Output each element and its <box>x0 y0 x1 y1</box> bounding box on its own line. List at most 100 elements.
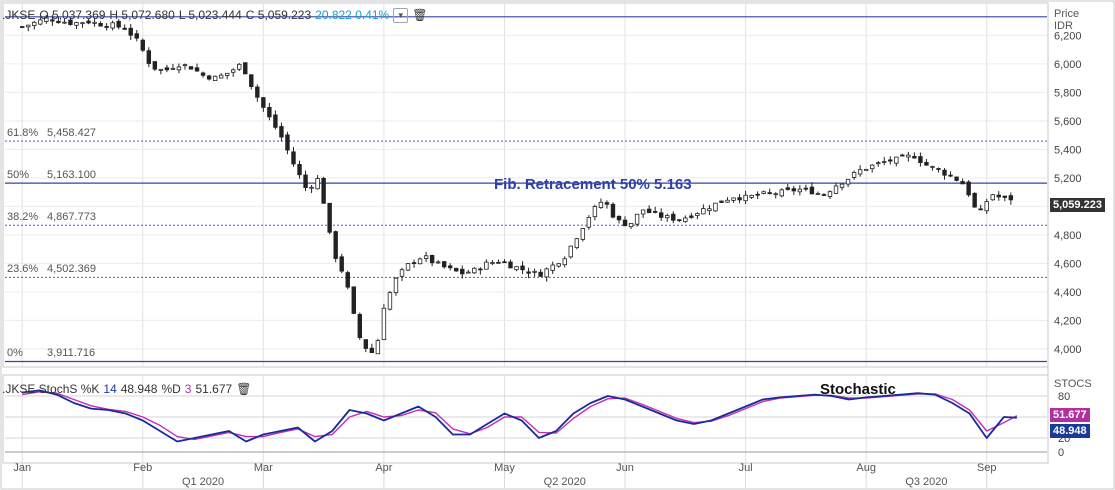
candle-body <box>761 191 766 194</box>
candle-body <box>261 97 266 108</box>
candle-body <box>839 183 845 188</box>
candle-body <box>821 194 827 196</box>
candle-body <box>381 307 387 341</box>
candle-body <box>978 208 983 211</box>
candle-body <box>243 62 248 75</box>
candle-body <box>671 213 676 221</box>
candle-body <box>393 277 399 294</box>
candle-body <box>616 215 622 221</box>
candle-body <box>26 24 31 28</box>
price-tick-label: 4,200 <box>1054 315 1082 327</box>
candle-body <box>592 206 598 218</box>
candle-body <box>785 187 790 190</box>
candle-body <box>285 134 290 151</box>
candle-body <box>68 19 73 25</box>
trash-icon[interactable]: 🗑 <box>236 382 252 396</box>
candle-body <box>496 261 501 264</box>
candle-body <box>92 21 97 24</box>
candle-body <box>291 151 296 165</box>
candle-body <box>912 155 917 159</box>
fib-annotation: Fib. Retracement 50% 5.163 <box>494 176 692 193</box>
candle-body <box>809 186 815 195</box>
candle-body <box>164 67 170 71</box>
candle-body <box>779 189 784 197</box>
candle-body <box>737 197 742 201</box>
stoch-tick-label: 0 <box>1058 447 1064 459</box>
candle-body <box>833 185 839 194</box>
candle-body <box>448 265 453 269</box>
fib-pct: 0% <box>7 347 23 360</box>
price-tick-label: 5,600 <box>1054 116 1082 128</box>
candle-body <box>429 254 435 264</box>
x-tick-label: Feb <box>133 462 152 474</box>
d-label: %D <box>161 382 181 396</box>
candle-body <box>98 23 103 27</box>
close-value: C 5,059.223 <box>245 8 312 22</box>
candle-body <box>652 210 658 213</box>
candle-body <box>689 215 694 218</box>
price-tick-label: 5,400 <box>1054 144 1082 156</box>
candle-body <box>212 75 218 82</box>
candle-body <box>466 271 471 274</box>
candle-body <box>869 164 875 170</box>
candle-body <box>604 202 610 205</box>
candle-body <box>74 22 79 26</box>
x-tick-label: May <box>494 462 515 474</box>
chevron-down-icon[interactable]: ▾ <box>393 7 409 23</box>
candle-body <box>755 193 760 196</box>
fib-label: 23.6% 4,502.369 <box>7 263 96 275</box>
candle-body <box>152 61 158 70</box>
candle-body <box>375 340 381 355</box>
candle-body <box>38 19 43 25</box>
price-axis-title-2: IDR <box>1054 20 1073 32</box>
candle-body <box>628 222 634 228</box>
stoch-lines <box>22 389 1018 443</box>
candle-body <box>936 168 941 170</box>
candle-body <box>580 228 586 240</box>
open-value: O 5,037.369 <box>39 8 106 22</box>
candle-body <box>327 202 332 233</box>
candle-body <box>526 271 531 274</box>
candle-body <box>894 156 899 164</box>
candle-body <box>659 212 664 218</box>
candle-body <box>845 178 851 185</box>
candle-body <box>484 261 489 270</box>
price-tick-label: 4,600 <box>1054 258 1082 270</box>
candle-body <box>749 194 754 198</box>
candle-body <box>996 194 1001 198</box>
candle-body <box>140 39 145 51</box>
candle-body <box>544 268 549 278</box>
k-period: 14 <box>103 382 117 396</box>
quarter-label: Q1 2020 <box>182 476 224 488</box>
fib-label: 38.2% 4,867.773 <box>7 211 96 223</box>
candle-body <box>532 270 537 273</box>
candle-body <box>556 263 561 267</box>
candle-body <box>707 208 712 212</box>
candle-body <box>62 21 67 24</box>
price-header: .JKSE O 5,037.369 H 5,072.680 L 5,023.44… <box>2 6 431 24</box>
candle-body <box>966 181 971 196</box>
candle-body <box>701 208 706 215</box>
y-grid <box>5 34 1047 350</box>
stochastic-annotation: Stochastic <box>820 381 896 398</box>
candle-body <box>634 213 640 225</box>
candle-body <box>411 262 417 265</box>
candle-body <box>345 272 350 288</box>
candle-body <box>297 164 302 176</box>
trash-icon[interactable]: 🗑 <box>412 8 428 22</box>
candle-body <box>80 22 85 25</box>
fib-value: 5,458.427 <box>47 127 96 140</box>
change-value: 20.822 0.41% <box>315 8 390 22</box>
stochastic-pane[interactable] <box>2 374 1049 464</box>
candle-body <box>598 201 604 208</box>
candle-body <box>158 68 164 71</box>
candle-body <box>888 159 893 162</box>
price-tick-label: 6,000 <box>1054 59 1082 71</box>
fib-pct: 38.2% <box>7 211 39 224</box>
candle-body <box>249 74 254 87</box>
fib-label: 0% 3,911.716 <box>7 347 95 359</box>
candle-body <box>224 72 230 76</box>
high-value: H 5,072.680 <box>109 8 175 22</box>
candle-body <box>900 154 905 157</box>
candle-body <box>399 269 405 277</box>
